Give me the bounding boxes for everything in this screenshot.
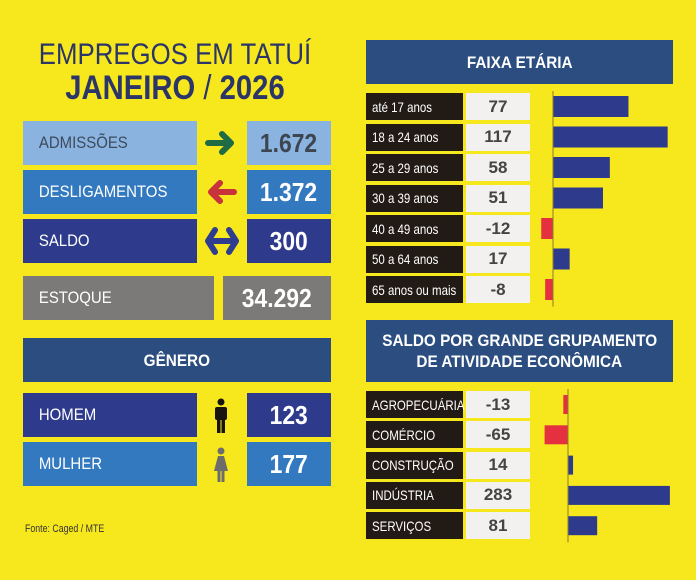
bar [541,218,553,239]
arrow-right-icon [204,127,238,159]
desligamentos-value-box: 1.372 [247,170,331,214]
title-month: JANEIRO [65,69,196,107]
data-label: 17 [466,245,530,273]
atividade-title-line1: SALDO POR GRANDE GRUPAMENTO [382,331,657,350]
source-note: Fonte: Caged / MTE [25,523,105,535]
saldo-value: 300 [269,225,309,256]
bar [563,395,568,414]
desligamentos-label-box: DESLIGAMENTOS [23,170,197,214]
data-label: 51 [466,184,530,212]
data-label: 283 [466,481,530,509]
saldo-label-box: SALDO [23,219,197,263]
page-title-line1: EMPREGOS EM TATUÍ [38,38,312,71]
estoque-value-box: 34.292 [223,276,331,320]
category-label-text: 40 a 49 anos [372,220,439,237]
admissoes-label: ADMISSÕES [38,133,128,152]
admissoes-label-box: ADMISSÕES [23,121,197,165]
mulher-label: MULHER [38,454,103,473]
category-label: 30 a 39 anos [366,184,463,212]
homem-value-box: 123 [247,393,331,437]
category-label: COMÉRCIO [366,421,463,449]
bar [568,485,670,505]
category-label-text: AGROPECUÁRIA [372,396,465,413]
data-label: -65 [466,421,530,449]
category-label-text: 18 a 24 anos [372,129,439,145]
woman-icon [212,447,230,483]
data-label: 14 [466,451,530,479]
category-label: AGROPECUÁRIA [366,391,465,418]
category-label-text: CONSTRUÇÃO [372,457,454,474]
double-arrow-icon [203,225,241,257]
category-label-text: COMÉRCIO [372,426,436,443]
category-label: 50 a 64 anos [366,245,463,273]
faixa-etaria-header: FAIXA ETÁRIA [366,40,673,84]
category-label-text: 30 a 39 anos [372,190,439,206]
arrow-left-icon [204,176,238,208]
homem-value: 123 [269,399,309,430]
data-label: -13 [466,391,530,418]
genero-title: GÊNERO [143,350,211,370]
bar [553,126,668,148]
mulher-value-box: 177 [247,442,331,486]
category-label: 40 a 49 anos [366,215,463,242]
category-label: 18 a 24 anos [366,123,463,151]
estoque-label: ESTOQUE [38,288,112,307]
category-label: 65 anos ou mais [366,276,463,303]
data-label: -12 [466,215,530,242]
admissoes-value: 1.672 [260,127,318,158]
saldo-label: SALDO [38,231,90,250]
bar [545,279,553,300]
estoque-value: 34.292 [242,282,312,313]
category-label-text: 65 anos ou mais [372,281,457,298]
bar [568,516,598,536]
data-label: -8 [466,276,530,303]
title-separator: / [195,69,220,107]
data-label: 77 [466,93,530,120]
category-label-text: 50 a 64 anos [372,251,439,267]
bar [568,455,574,475]
mulher-label-box: MULHER [23,442,197,486]
page-title-line2: JANEIRO / 2026 [25,70,326,106]
atividade-title-line2: DE ATIVIDADE ECONÔMICA [416,352,623,371]
bar [553,248,570,270]
bar [553,96,629,117]
data-label: 117 [466,123,530,151]
category-label: até 17 anos [366,93,463,120]
estoque-label-box: ESTOQUE [23,276,214,320]
category-label-text: INDÚSTRIA [372,487,434,504]
atividade-header: SALDO POR GRANDE GRUPAMENTO DE ATIVIDADE… [366,320,673,382]
bar [544,425,568,445]
category-label-text: SERVIÇOS [372,517,432,534]
genero-header: GÊNERO [23,338,331,382]
data-label: 58 [466,154,530,181]
title-year: 2026 [219,69,285,107]
saldo-value-box: 300 [247,219,331,263]
homem-label-box: HOMEM [23,393,197,437]
category-label: SERVIÇOS [366,512,463,540]
homem-label: HOMEM [38,405,97,424]
admissoes-value-box: 1.672 [247,121,331,165]
category-label-text: até 17 anos [372,98,433,115]
man-icon [212,398,230,434]
faixa-etaria-title: FAIXA ETÁRIA [466,52,573,72]
desligamentos-label: DESLIGAMENTOS [38,182,168,201]
data-label: 81 [466,512,530,540]
category-label: INDÚSTRIA [366,481,463,509]
category-label: CONSTRUÇÃO [366,451,463,479]
category-label-text: 25 a 29 anos [372,159,439,176]
category-label: 25 a 29 anos [366,154,463,181]
mulher-value: 177 [269,448,309,479]
desligamentos-value: 1.372 [260,176,318,207]
bar [553,157,610,178]
bar [553,187,603,209]
